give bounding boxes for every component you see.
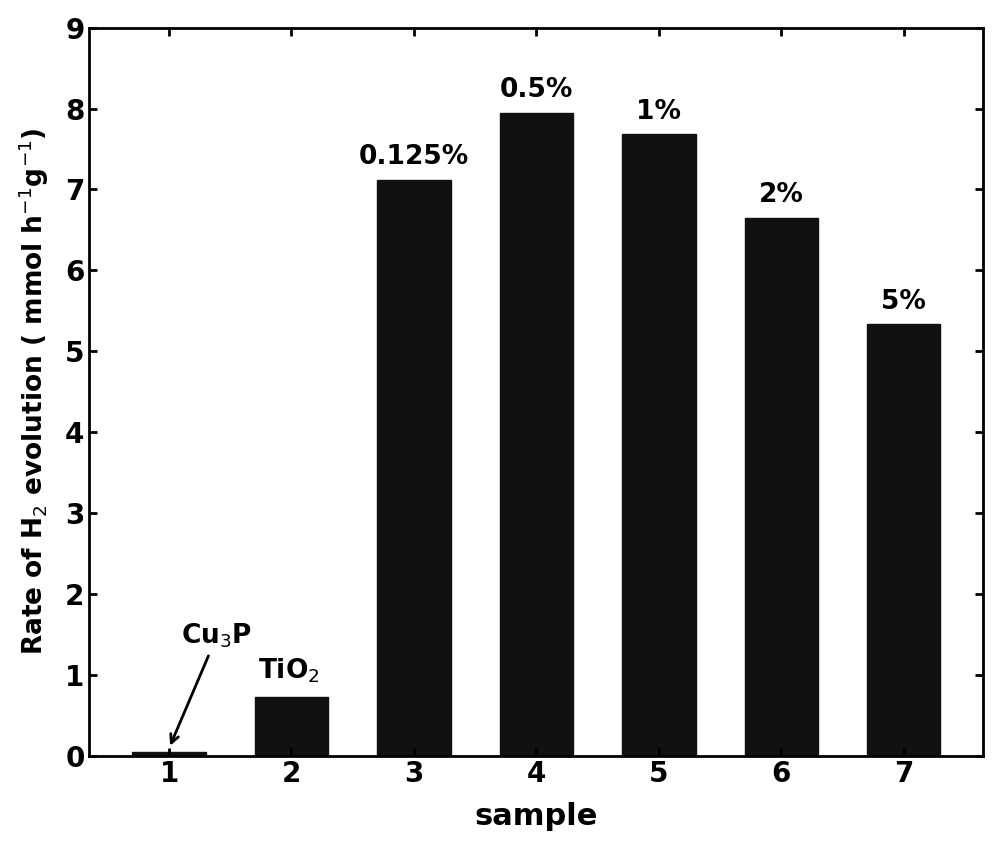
- Text: TiO$_2$: TiO$_2$: [258, 656, 320, 685]
- Text: Cu$_3$P: Cu$_3$P: [171, 622, 252, 743]
- Bar: [500, 113, 573, 756]
- Bar: [377, 180, 451, 756]
- Text: 2%: 2%: [759, 182, 804, 208]
- Text: 1%: 1%: [636, 98, 681, 125]
- Bar: [622, 135, 696, 756]
- Bar: [745, 218, 818, 756]
- Bar: [255, 697, 328, 756]
- X-axis label: sample: sample: [475, 802, 598, 831]
- Bar: [132, 751, 206, 756]
- Text: 5%: 5%: [881, 289, 926, 315]
- Bar: [867, 325, 940, 756]
- Text: 0.5%: 0.5%: [500, 77, 573, 103]
- Y-axis label: Rate of H$_2$ evolution ( mmol h$^{-1}$g$^{-1}$): Rate of H$_2$ evolution ( mmol h$^{-1}$g…: [17, 128, 51, 656]
- Text: 0.125%: 0.125%: [359, 144, 469, 170]
